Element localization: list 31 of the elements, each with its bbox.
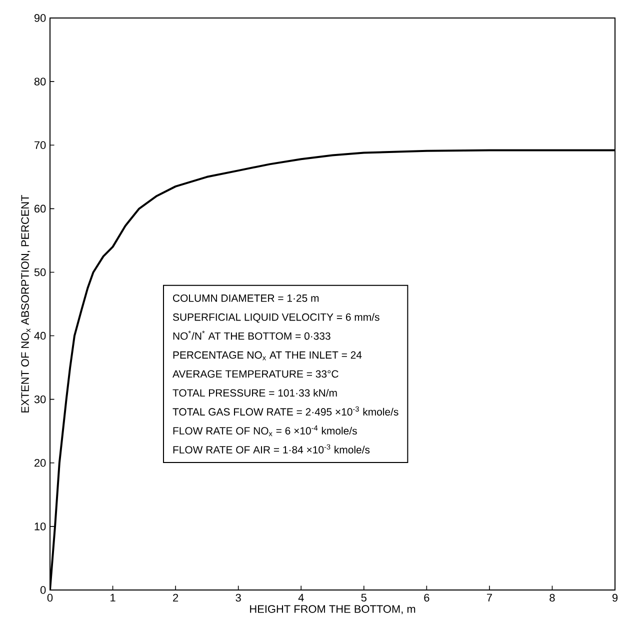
x-tick-label: 3 <box>236 594 241 602</box>
x-tick-label: 8 <box>550 594 555 602</box>
y-tick-label: 30 <box>34 395 46 404</box>
x-tick-label: 2 <box>173 594 178 602</box>
annotation: SUPERFICIAL LIQUID VELOCITY = 6 mm/s <box>172 313 380 323</box>
x-tick-label: 9 <box>612 594 618 602</box>
x-tick-label: 7 <box>486 594 492 602</box>
annotation: COLUMN DIAMETER = 1·25 m <box>173 294 319 302</box>
x-tick-label: 4 <box>298 594 304 602</box>
annotation: TOTAL GAS FLOW RATE = 2·495 ×10$^{-3}$ kmole/s <box>172 406 398 416</box>
y-tick-label: 60 <box>34 204 46 213</box>
y-tick-label: 70 <box>34 141 46 149</box>
annotation: NO$^{*}$/N$^{*}$ AT THE BOTTOM = 0·333 <box>173 330 330 340</box>
annotation: TOTAL PRESSURE = 101·33 kN/m <box>172 388 337 397</box>
x-tick-label: 5 <box>361 594 366 602</box>
x-axis-title: HEIGHT FROM THE BOTTOM, m <box>250 605 416 614</box>
y-tick-label: 10 <box>34 522 46 530</box>
y-tick-label: 0 <box>40 586 46 594</box>
x-tick-label: 1 <box>110 594 116 602</box>
annotation: PERCENTAGE NO$_{x}$ AT THE INLET = 24 <box>173 351 362 360</box>
y-axis-title: EXTENT OF NO$_{x}$ ABSORPTION, PERCENT <box>21 194 30 412</box>
y-tick-label: 20 <box>34 459 46 467</box>
x-tick-label: 6 <box>424 594 430 602</box>
y-tick-label: 40 <box>34 332 46 340</box>
y-tick-label: 50 <box>34 268 46 276</box>
annotation: AVERAGE TEMPERATURE = 33°C <box>172 370 338 378</box>
annotation: FLOW RATE OF AIR = 1·84 ×10$^{-3}$ kmole/s <box>173 444 370 454</box>
y-tick-label: 90 <box>34 14 46 22</box>
y-tick-label: 80 <box>34 78 46 86</box>
annotation: FLOW RATE OF NO$_{x}$ = 6 ×10$^{-4}$ kmole/s <box>173 425 357 436</box>
x-tick-label: 0 <box>47 594 53 602</box>
